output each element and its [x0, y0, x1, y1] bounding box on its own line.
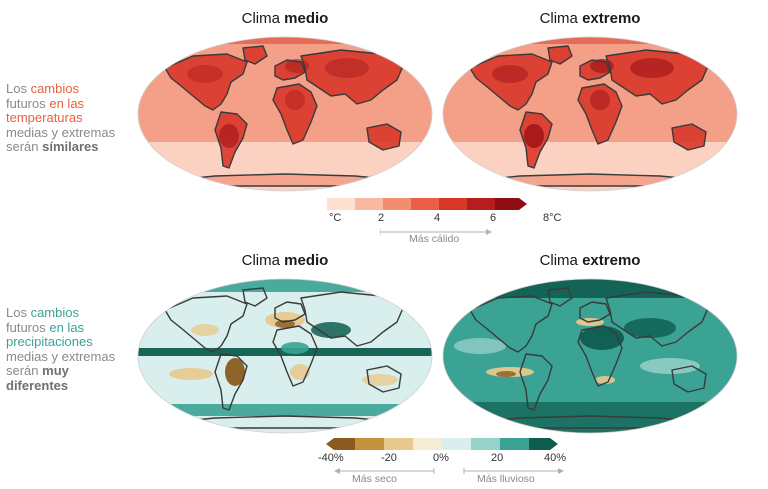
title-prec-mean: Clima medio	[135, 252, 435, 269]
coastline-africa	[577, 325, 623, 387]
side-word: futuros	[6, 319, 50, 335]
title-bold: medio	[284, 252, 329, 269]
side-word-accent: temperaturas	[6, 110, 83, 125]
title-prefix: Clima	[539, 252, 583, 269]
legend-swatch	[326, 438, 355, 450]
legend-swatch	[529, 438, 558, 450]
title-temp-extreme: Clima extremo	[440, 10, 740, 27]
side-word-bold: diferentes	[6, 377, 69, 393]
legend-swatch	[439, 198, 467, 210]
legend-tick: -40%	[318, 452, 344, 464]
title-prefix: Clima	[241, 10, 285, 27]
coastline-north-america	[164, 295, 248, 353]
side-word-bold: muy	[42, 363, 69, 378]
legend-tick: 40%	[544, 452, 567, 464]
coastline-australia	[366, 123, 402, 151]
temperature-map-extreme	[442, 36, 738, 192]
side-word: serán	[6, 139, 43, 154]
coastline-africa	[577, 83, 623, 145]
side-word-bold: símilares	[42, 139, 99, 154]
side-word: medias y extremas	[6, 124, 116, 140]
legend-swatch	[411, 198, 439, 210]
legend-swatch	[413, 438, 442, 450]
precipitation-map-mean	[137, 278, 433, 434]
legend-swatch	[327, 198, 355, 210]
coastline-north-america	[164, 53, 248, 111]
coastline-greenland	[547, 45, 573, 65]
coastline-north-america	[469, 53, 553, 111]
coastline-greenland	[547, 287, 573, 307]
dry-wet-arrows	[334, 468, 564, 474]
coastline-africa	[272, 83, 318, 145]
coastline-europe	[274, 301, 306, 323]
dry-arrow-head	[334, 468, 340, 474]
side-word-accent: cambios	[30, 81, 79, 96]
legend-tick: 20	[491, 452, 504, 464]
prec-side-text: Los cambios futuros en las precipitacion…	[6, 305, 131, 393]
side-word: serán	[6, 363, 43, 378]
side-word-accent: cambios	[30, 305, 79, 320]
title-prefix: Clima	[539, 10, 583, 27]
precipitation-colorbar	[326, 438, 558, 450]
coastline-south-america	[214, 353, 248, 411]
side-word-accent: precipitaciones	[6, 334, 93, 349]
side-word: medias y extremas	[6, 348, 116, 364]
coastline-greenland	[242, 45, 268, 65]
coastline-europe	[274, 59, 306, 81]
warmer-arrow	[380, 229, 492, 235]
precipitation-map-extreme	[442, 278, 738, 434]
legend-swatch	[355, 438, 384, 450]
coastline-south-america	[214, 111, 248, 169]
coastline-europe	[579, 301, 611, 323]
drier-label: Más seco	[352, 473, 397, 485]
coastline-greenland	[242, 287, 268, 307]
coastline-europe	[579, 59, 611, 81]
side-word-accent: en las	[49, 95, 85, 111]
title-bold: extremo	[582, 252, 641, 269]
wetter-label: Más lluvioso	[477, 473, 535, 485]
legend-swatch	[495, 198, 527, 210]
legend-tick: 0%	[433, 452, 449, 464]
title-bold: medio	[284, 10, 329, 27]
legend-tick: 6	[490, 212, 497, 224]
coastline-africa	[272, 325, 318, 387]
temperature-map-mean	[137, 36, 433, 192]
coastline-australia	[671, 365, 707, 393]
legend-swatch	[467, 198, 495, 210]
coastline-australia	[366, 365, 402, 393]
legend-tick: 2	[378, 212, 385, 224]
legend-tick: 8°C	[543, 212, 562, 224]
legend-tick: °C	[329, 212, 342, 224]
legend-swatch	[500, 438, 529, 450]
legend-tick: -20	[381, 452, 397, 464]
wet-arrow-head	[558, 468, 564, 474]
side-word: Los	[6, 305, 31, 320]
side-word: Los	[6, 81, 31, 96]
title-temp-mean: Clima medio	[135, 10, 435, 27]
title-prefix: Clima	[241, 252, 285, 269]
legend-swatch	[471, 438, 500, 450]
title-prec-extreme: Clima extremo	[440, 252, 740, 269]
warmer-label: Más cálido	[409, 233, 460, 245]
side-word: futuros	[6, 95, 50, 111]
temp-side-text: Los cambios futuros en las temperaturas …	[6, 81, 131, 155]
temperature-colorbar	[327, 198, 527, 210]
legend-swatch	[384, 438, 413, 450]
coastline-south-america	[519, 353, 553, 411]
legend-swatch	[442, 438, 471, 450]
legend-tick: 4	[434, 212, 441, 224]
coastline-north-america	[469, 295, 553, 353]
legend-swatch	[383, 198, 411, 210]
coastline-australia	[671, 123, 707, 151]
legend-swatch	[355, 198, 383, 210]
side-word-accent: en las	[49, 319, 85, 335]
title-bold: extremo	[582, 10, 641, 27]
coastline-south-america	[519, 111, 553, 169]
